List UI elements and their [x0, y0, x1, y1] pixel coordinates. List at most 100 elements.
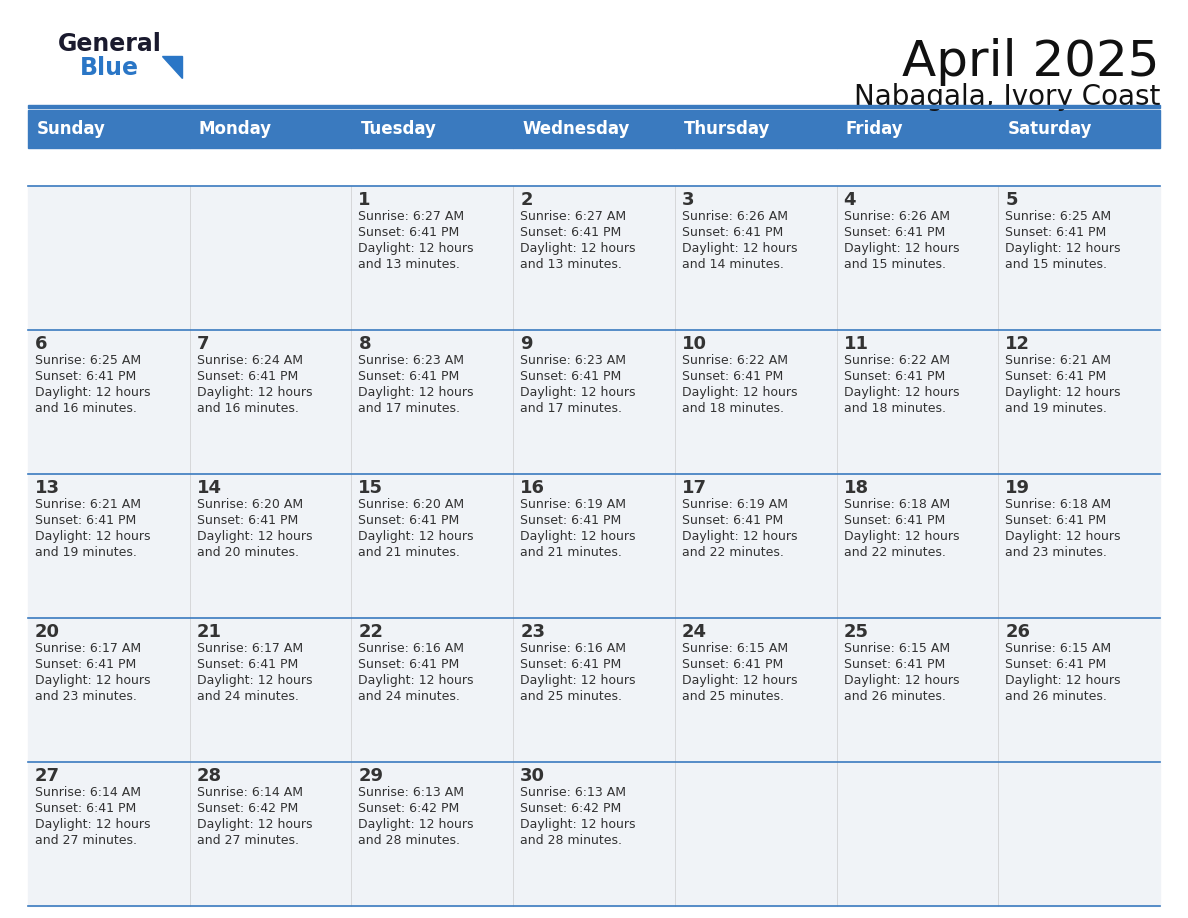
- Text: Sunset: 6:41 PM: Sunset: 6:41 PM: [520, 370, 621, 383]
- Text: 11: 11: [843, 335, 868, 353]
- Text: and 15 minutes.: and 15 minutes.: [843, 258, 946, 271]
- Text: Sunrise: 6:16 AM: Sunrise: 6:16 AM: [520, 642, 626, 655]
- Text: Sunset: 6:41 PM: Sunset: 6:41 PM: [520, 514, 621, 527]
- Text: 24: 24: [682, 623, 707, 641]
- Text: 6: 6: [34, 335, 48, 353]
- Text: and 19 minutes.: and 19 minutes.: [34, 546, 137, 559]
- Text: Daylight: 12 hours: Daylight: 12 hours: [1005, 386, 1120, 399]
- Text: Saturday: Saturday: [1007, 120, 1092, 138]
- Text: Sunrise: 6:21 AM: Sunrise: 6:21 AM: [34, 498, 141, 511]
- Text: and 23 minutes.: and 23 minutes.: [1005, 546, 1107, 559]
- Text: 21: 21: [197, 623, 222, 641]
- Text: Sunset: 6:41 PM: Sunset: 6:41 PM: [34, 370, 137, 383]
- Text: 9: 9: [520, 335, 532, 353]
- Text: Daylight: 12 hours: Daylight: 12 hours: [34, 818, 151, 831]
- Text: Daylight: 12 hours: Daylight: 12 hours: [1005, 674, 1120, 687]
- Text: Sunrise: 6:19 AM: Sunrise: 6:19 AM: [520, 498, 626, 511]
- Text: and 28 minutes.: and 28 minutes.: [359, 834, 461, 847]
- Text: 19: 19: [1005, 479, 1030, 497]
- Text: and 27 minutes.: and 27 minutes.: [34, 834, 137, 847]
- Text: 15: 15: [359, 479, 384, 497]
- Text: Daylight: 12 hours: Daylight: 12 hours: [682, 674, 797, 687]
- Text: 29: 29: [359, 767, 384, 785]
- Text: Sunset: 6:41 PM: Sunset: 6:41 PM: [1005, 514, 1106, 527]
- Text: Sunrise: 6:17 AM: Sunrise: 6:17 AM: [34, 642, 141, 655]
- Text: 10: 10: [682, 335, 707, 353]
- Text: Sunrise: 6:23 AM: Sunrise: 6:23 AM: [359, 354, 465, 367]
- Text: Blue: Blue: [80, 56, 139, 80]
- Text: Sunset: 6:41 PM: Sunset: 6:41 PM: [197, 370, 298, 383]
- Text: and 15 minutes.: and 15 minutes.: [1005, 258, 1107, 271]
- Text: 25: 25: [843, 623, 868, 641]
- Text: Sunrise: 6:24 AM: Sunrise: 6:24 AM: [197, 354, 303, 367]
- Text: 22: 22: [359, 623, 384, 641]
- Text: 7: 7: [197, 335, 209, 353]
- Text: and 22 minutes.: and 22 minutes.: [682, 546, 784, 559]
- Text: Daylight: 12 hours: Daylight: 12 hours: [682, 242, 797, 255]
- Text: and 28 minutes.: and 28 minutes.: [520, 834, 623, 847]
- Text: Sunrise: 6:23 AM: Sunrise: 6:23 AM: [520, 354, 626, 367]
- Text: Sunrise: 6:19 AM: Sunrise: 6:19 AM: [682, 498, 788, 511]
- Text: Sunrise: 6:27 AM: Sunrise: 6:27 AM: [520, 210, 626, 223]
- Text: Daylight: 12 hours: Daylight: 12 hours: [682, 386, 797, 399]
- Bar: [29, 186, 1159, 330]
- Text: Sunrise: 6:13 AM: Sunrise: 6:13 AM: [520, 786, 626, 799]
- Text: and 24 minutes.: and 24 minutes.: [197, 690, 298, 703]
- Text: 8: 8: [359, 335, 371, 353]
- Bar: [29, 618, 1159, 762]
- Text: Daylight: 12 hours: Daylight: 12 hours: [34, 530, 151, 543]
- Text: Sunset: 6:41 PM: Sunset: 6:41 PM: [197, 658, 298, 671]
- Text: and 16 minutes.: and 16 minutes.: [34, 402, 137, 415]
- Text: Sunrise: 6:22 AM: Sunrise: 6:22 AM: [843, 354, 949, 367]
- Text: Sunset: 6:41 PM: Sunset: 6:41 PM: [843, 370, 944, 383]
- Bar: [29, 474, 1159, 618]
- Text: Sunrise: 6:18 AM: Sunrise: 6:18 AM: [843, 498, 949, 511]
- Text: Sunrise: 6:14 AM: Sunrise: 6:14 AM: [34, 786, 141, 799]
- Text: Sunrise: 6:26 AM: Sunrise: 6:26 AM: [843, 210, 949, 223]
- Text: and 19 minutes.: and 19 minutes.: [1005, 402, 1107, 415]
- Text: Sunrise: 6:13 AM: Sunrise: 6:13 AM: [359, 786, 465, 799]
- Text: Daylight: 12 hours: Daylight: 12 hours: [1005, 530, 1120, 543]
- Text: Sunset: 6:41 PM: Sunset: 6:41 PM: [34, 514, 137, 527]
- Text: Sunset: 6:41 PM: Sunset: 6:41 PM: [843, 658, 944, 671]
- Text: Daylight: 12 hours: Daylight: 12 hours: [34, 386, 151, 399]
- Text: Sunset: 6:41 PM: Sunset: 6:41 PM: [1005, 658, 1106, 671]
- Text: 3: 3: [682, 191, 694, 209]
- Text: Sunset: 6:41 PM: Sunset: 6:41 PM: [359, 370, 460, 383]
- Text: and 26 minutes.: and 26 minutes.: [1005, 690, 1107, 703]
- Text: Daylight: 12 hours: Daylight: 12 hours: [520, 530, 636, 543]
- Text: Daylight: 12 hours: Daylight: 12 hours: [359, 674, 474, 687]
- Text: Daylight: 12 hours: Daylight: 12 hours: [843, 674, 959, 687]
- Text: 23: 23: [520, 623, 545, 641]
- Text: Sunrise: 6:15 AM: Sunrise: 6:15 AM: [843, 642, 949, 655]
- Text: and 26 minutes.: and 26 minutes.: [843, 690, 946, 703]
- Text: Daylight: 12 hours: Daylight: 12 hours: [843, 386, 959, 399]
- Text: Tuesday: Tuesday: [360, 120, 436, 138]
- Text: Sunrise: 6:27 AM: Sunrise: 6:27 AM: [359, 210, 465, 223]
- Text: Daylight: 12 hours: Daylight: 12 hours: [843, 242, 959, 255]
- Text: Daylight: 12 hours: Daylight: 12 hours: [520, 386, 636, 399]
- Text: Thursday: Thursday: [684, 120, 770, 138]
- Text: and 13 minutes.: and 13 minutes.: [359, 258, 460, 271]
- Text: Daylight: 12 hours: Daylight: 12 hours: [520, 674, 636, 687]
- Text: Sunday: Sunday: [37, 120, 106, 138]
- Bar: [836, 110, 998, 148]
- Bar: [29, 105, 1159, 108]
- Text: and 24 minutes.: and 24 minutes.: [359, 690, 460, 703]
- Text: Sunset: 6:41 PM: Sunset: 6:41 PM: [843, 514, 944, 527]
- Bar: [513, 110, 675, 148]
- Text: Daylight: 12 hours: Daylight: 12 hours: [197, 818, 312, 831]
- Text: Daylight: 12 hours: Daylight: 12 hours: [197, 530, 312, 543]
- Text: and 25 minutes.: and 25 minutes.: [682, 690, 784, 703]
- Bar: [190, 110, 352, 148]
- Text: Sunrise: 6:22 AM: Sunrise: 6:22 AM: [682, 354, 788, 367]
- Text: Sunrise: 6:25 AM: Sunrise: 6:25 AM: [1005, 210, 1112, 223]
- Text: Sunrise: 6:16 AM: Sunrise: 6:16 AM: [359, 642, 465, 655]
- Text: and 25 minutes.: and 25 minutes.: [520, 690, 623, 703]
- Text: Sunset: 6:41 PM: Sunset: 6:41 PM: [520, 658, 621, 671]
- Text: Sunset: 6:41 PM: Sunset: 6:41 PM: [1005, 226, 1106, 239]
- Text: Sunrise: 6:20 AM: Sunrise: 6:20 AM: [197, 498, 303, 511]
- Text: Sunset: 6:41 PM: Sunset: 6:41 PM: [197, 514, 298, 527]
- Text: and 21 minutes.: and 21 minutes.: [520, 546, 623, 559]
- Text: Sunset: 6:41 PM: Sunset: 6:41 PM: [34, 658, 137, 671]
